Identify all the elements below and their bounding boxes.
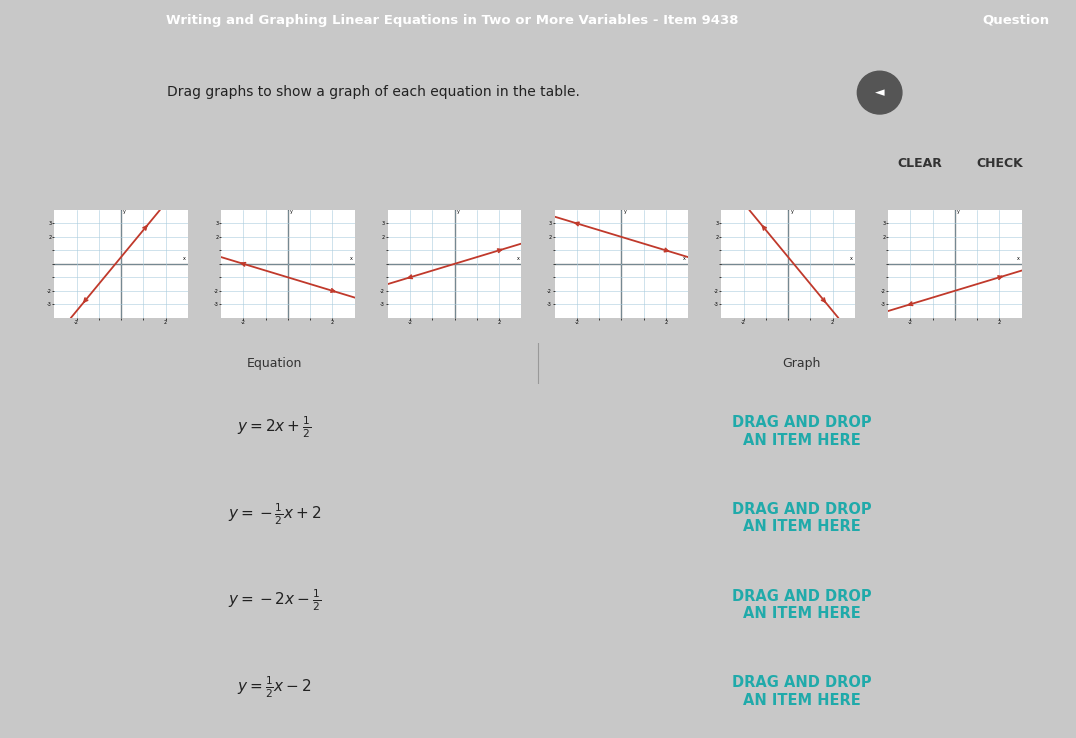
Text: x: x <box>183 256 186 261</box>
Text: x: x <box>683 256 686 261</box>
Text: CLEAR: CLEAR <box>897 156 942 170</box>
Text: x: x <box>350 256 353 261</box>
Text: y: y <box>291 210 293 215</box>
Text: ◄: ◄ <box>875 86 884 99</box>
Text: Drag graphs to show a graph of each equation in the table.: Drag graphs to show a graph of each equa… <box>167 86 580 99</box>
Text: Writing and Graphing Linear Equations in Two or More Variables - Item 9438: Writing and Graphing Linear Equations in… <box>166 14 738 27</box>
Text: DRAG AND DROP: DRAG AND DROP <box>732 502 872 517</box>
Text: y: y <box>624 210 626 215</box>
Text: x: x <box>516 256 520 261</box>
Text: AN ITEM HERE: AN ITEM HERE <box>742 693 861 708</box>
Text: Question: Question <box>982 14 1049 27</box>
Text: Graph: Graph <box>782 357 821 370</box>
Text: Equation: Equation <box>246 357 302 370</box>
Text: y: y <box>791 210 793 215</box>
Text: AN ITEM HERE: AN ITEM HERE <box>742 520 861 534</box>
Text: $y=-\frac{1}{2}x+2$: $y=-\frac{1}{2}x+2$ <box>228 501 321 527</box>
Text: $y=-2x-\frac{1}{2}$: $y=-2x-\frac{1}{2}$ <box>228 587 321 613</box>
Text: x: x <box>850 256 853 261</box>
Text: DRAG AND DROP: DRAG AND DROP <box>732 415 872 430</box>
Text: DRAG AND DROP: DRAG AND DROP <box>732 589 872 604</box>
Text: y: y <box>958 210 960 215</box>
Text: AN ITEM HERE: AN ITEM HERE <box>742 606 861 621</box>
Text: AN ITEM HERE: AN ITEM HERE <box>742 432 861 448</box>
Text: CHECK: CHECK <box>977 156 1023 170</box>
Text: $y=2x+\frac{1}{2}$: $y=2x+\frac{1}{2}$ <box>237 414 312 440</box>
Text: y: y <box>457 210 459 215</box>
Text: DRAG AND DROP: DRAG AND DROP <box>732 675 872 691</box>
Circle shape <box>858 72 902 114</box>
Text: y: y <box>124 210 126 215</box>
Text: x: x <box>1017 256 1020 261</box>
Text: $y=\frac{1}{2}x-2$: $y=\frac{1}{2}x-2$ <box>237 675 312 700</box>
